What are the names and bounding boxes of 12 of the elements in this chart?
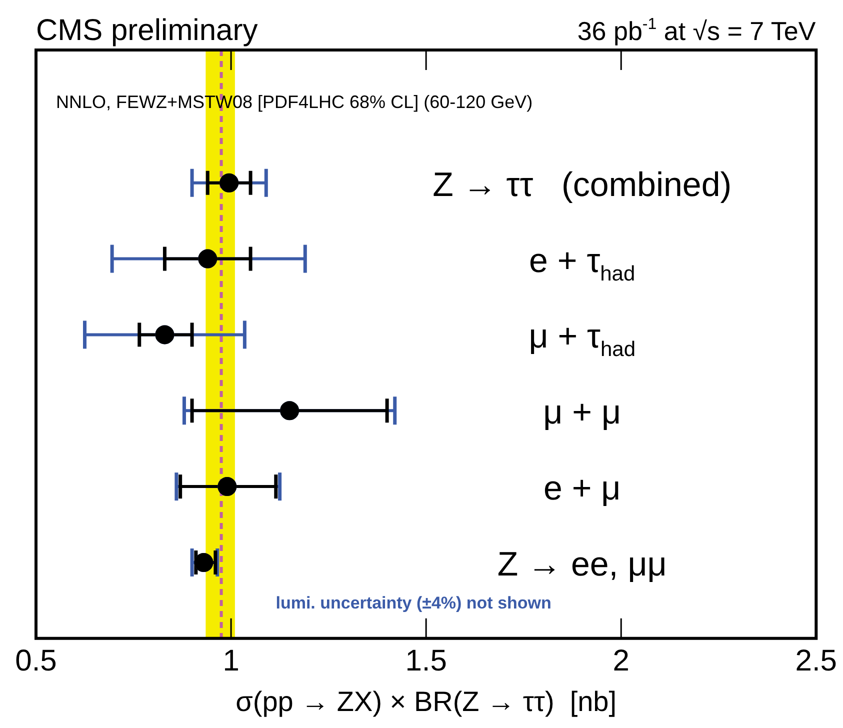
x-tick-label: 2.5 [795,644,838,678]
chart-title: CMS preliminary [36,14,258,47]
y-tick-label: Z → ee, μμ [497,545,667,584]
y-tick-label: Z → ττ (combined) [432,166,732,204]
y-tick-label: e + μ [543,470,621,508]
x-tick-label: 2 [612,644,630,678]
x-axis-title: σ(pp → ZX) × BR(Z → ττ) [nb] [236,686,617,717]
x-tick-label: 1 [222,644,240,678]
x-tick-label: 0.5 [15,644,57,678]
annotation: lumi. uncertainty (±4%) not shown [276,593,552,612]
y-tick-label: μ + μ [543,394,622,432]
x-tick-label: 1.5 [405,644,447,678]
